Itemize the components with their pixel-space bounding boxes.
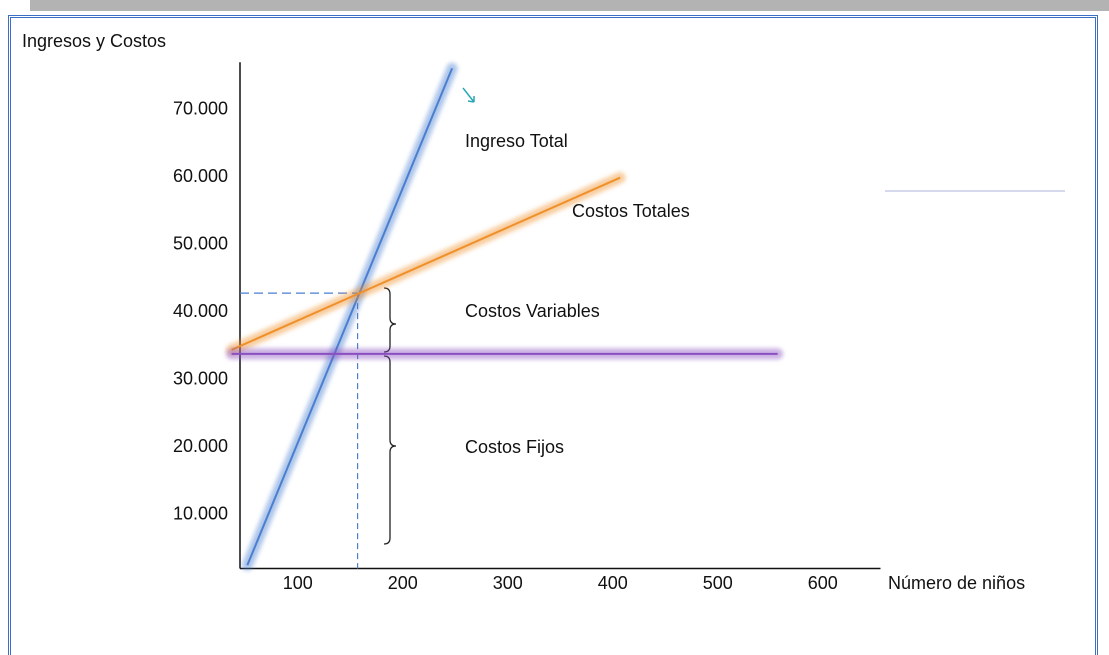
annotation: Costos Variables [465, 301, 600, 321]
x-tick-label: 100 [283, 573, 313, 593]
y-tick-label: 10.000 [173, 503, 228, 523]
page: Ingresos y Costos Número de niños Costos… [8, 0, 1109, 655]
x-axis-label: Número de niños [888, 573, 1025, 593]
series-label: Costos Fijos [465, 437, 564, 457]
y-tick-label: 60.000 [173, 166, 228, 186]
bracket [383, 287, 397, 353]
series-line [246, 67, 454, 566]
y-tick-label: 30.000 [173, 368, 228, 388]
y-axis-label: Ingresos y Costos [22, 31, 166, 51]
y-tick-label: 20.000 [173, 436, 228, 456]
chart: Ingresos y Costos Número de niños Costos… [22, 31, 1065, 593]
cursor-icon [462, 87, 475, 103]
y-tick-label: 70.000 [173, 98, 228, 118]
x-tick-label: 600 [808, 573, 838, 593]
title-bar [30, 0, 1109, 11]
bracket [383, 355, 397, 545]
series-label: Ingreso Total [465, 131, 568, 151]
x-tick-label: 200 [388, 573, 418, 593]
y-tick-label: 40.000 [173, 301, 228, 321]
x-tick-label: 400 [598, 573, 628, 593]
series-label: Costos Totales [572, 201, 690, 221]
window-frame [8, 15, 1098, 655]
x-tick-label: 300 [493, 573, 523, 593]
x-tick-label: 500 [703, 573, 733, 593]
y-tick-label: 50.000 [173, 233, 228, 253]
series-line [231, 176, 621, 351]
